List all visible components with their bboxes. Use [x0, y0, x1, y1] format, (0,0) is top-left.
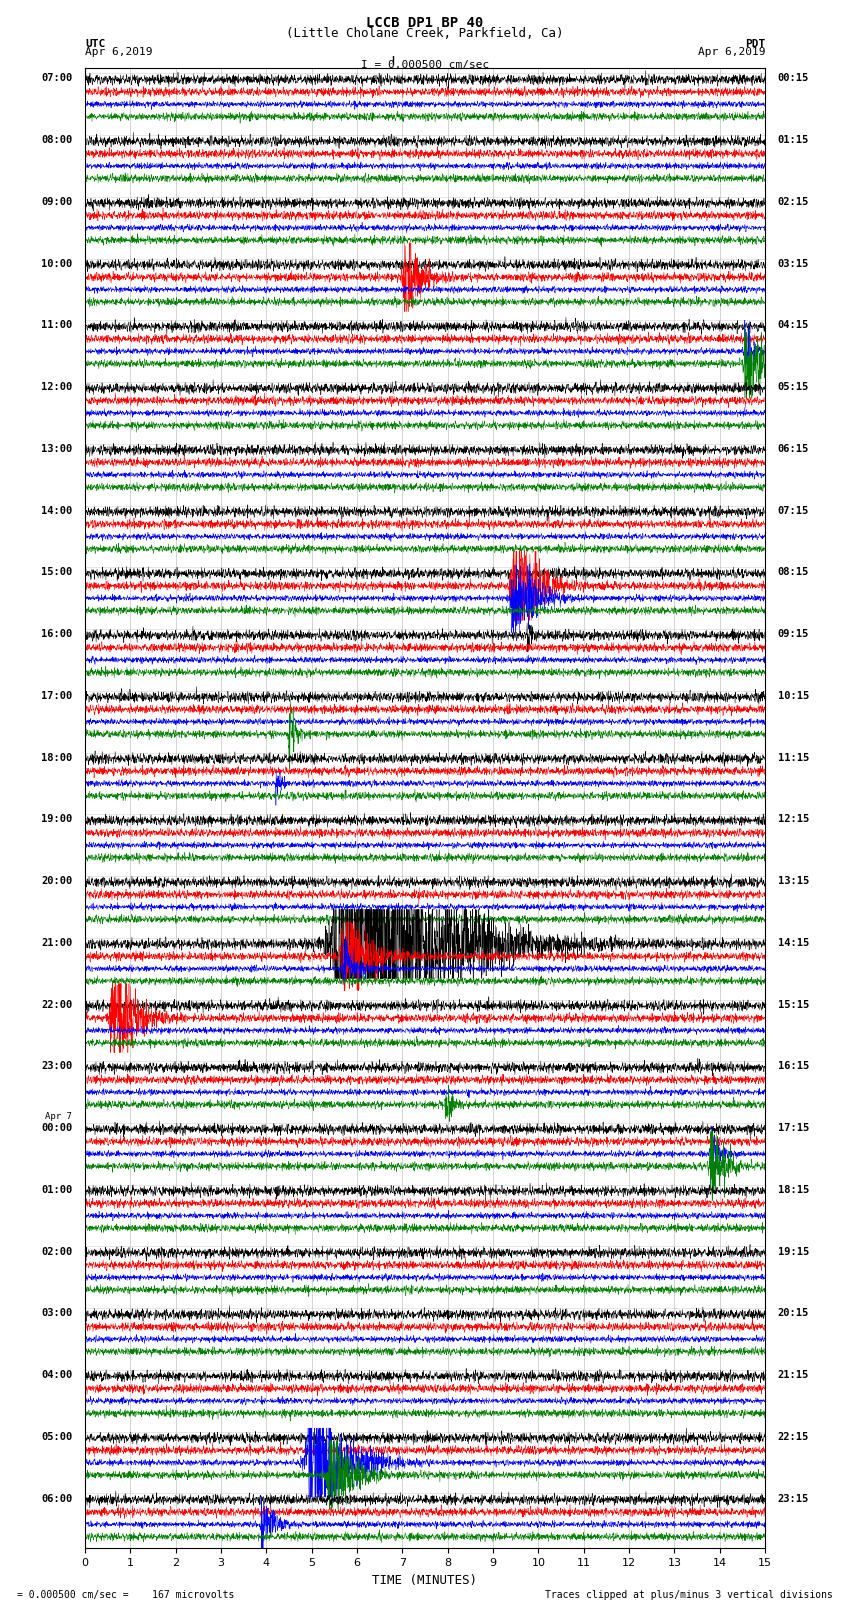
- Text: 20:15: 20:15: [778, 1308, 809, 1318]
- Text: 02:15: 02:15: [778, 197, 809, 206]
- Text: 07:00: 07:00: [41, 74, 72, 84]
- Text: 09:00: 09:00: [41, 197, 72, 206]
- Text: 08:00: 08:00: [41, 135, 72, 145]
- Text: 02:00: 02:00: [41, 1247, 72, 1257]
- Text: 14:15: 14:15: [778, 937, 809, 948]
- Text: Traces clipped at plus/minus 3 vertical divisions: Traces clipped at plus/minus 3 vertical …: [545, 1590, 833, 1600]
- Text: 10:15: 10:15: [778, 690, 809, 702]
- Text: 04:15: 04:15: [778, 321, 809, 331]
- Text: 23:15: 23:15: [778, 1494, 809, 1503]
- Text: 10:00: 10:00: [41, 258, 72, 269]
- Text: 23:00: 23:00: [41, 1061, 72, 1071]
- Text: (Little Cholane Creek, Parkfield, Ca): (Little Cholane Creek, Parkfield, Ca): [286, 27, 564, 40]
- Text: 03:00: 03:00: [41, 1308, 72, 1318]
- Text: 05:00: 05:00: [41, 1432, 72, 1442]
- Text: I = 0.000500 cm/sec: I = 0.000500 cm/sec: [361, 60, 489, 69]
- Text: Apr 7: Apr 7: [45, 1113, 72, 1121]
- Text: UTC: UTC: [85, 39, 105, 48]
- Text: 03:15: 03:15: [778, 258, 809, 269]
- Text: 12:15: 12:15: [778, 815, 809, 824]
- Text: 04:00: 04:00: [41, 1369, 72, 1381]
- Text: Apr 6,2019: Apr 6,2019: [698, 47, 765, 56]
- Text: 18:15: 18:15: [778, 1186, 809, 1195]
- Text: 21:00: 21:00: [41, 937, 72, 948]
- Text: 06:15: 06:15: [778, 444, 809, 453]
- Text: 15:00: 15:00: [41, 568, 72, 577]
- Text: 13:15: 13:15: [778, 876, 809, 886]
- Text: 13:00: 13:00: [41, 444, 72, 453]
- Text: 16:00: 16:00: [41, 629, 72, 639]
- Text: 14:00: 14:00: [41, 505, 72, 516]
- Text: 18:00: 18:00: [41, 753, 72, 763]
- Text: 21:15: 21:15: [778, 1369, 809, 1381]
- Text: 19:15: 19:15: [778, 1247, 809, 1257]
- Text: 22:00: 22:00: [41, 1000, 72, 1010]
- Text: 16:15: 16:15: [778, 1061, 809, 1071]
- Text: 00:00: 00:00: [41, 1123, 72, 1132]
- Text: 11:00: 11:00: [41, 321, 72, 331]
- Text: LCCB DP1 BP 40: LCCB DP1 BP 40: [366, 16, 484, 31]
- Text: 17:15: 17:15: [778, 1123, 809, 1132]
- Text: PDT: PDT: [745, 39, 765, 48]
- Text: 05:15: 05:15: [778, 382, 809, 392]
- X-axis label: TIME (MINUTES): TIME (MINUTES): [372, 1574, 478, 1587]
- Text: 15:15: 15:15: [778, 1000, 809, 1010]
- Text: 17:00: 17:00: [41, 690, 72, 702]
- Text: 22:15: 22:15: [778, 1432, 809, 1442]
- Text: 06:00: 06:00: [41, 1494, 72, 1503]
- Text: 11:15: 11:15: [778, 753, 809, 763]
- Text: 09:15: 09:15: [778, 629, 809, 639]
- Text: 01:15: 01:15: [778, 135, 809, 145]
- Text: 01:00: 01:00: [41, 1186, 72, 1195]
- Text: = 0.000500 cm/sec =    167 microvolts: = 0.000500 cm/sec = 167 microvolts: [17, 1590, 235, 1600]
- Text: Apr 6,2019: Apr 6,2019: [85, 47, 152, 56]
- Text: 08:15: 08:15: [778, 568, 809, 577]
- Text: 07:15: 07:15: [778, 505, 809, 516]
- Text: 00:15: 00:15: [778, 74, 809, 84]
- Text: 20:00: 20:00: [41, 876, 72, 886]
- Text: 19:00: 19:00: [41, 815, 72, 824]
- Text: 12:00: 12:00: [41, 382, 72, 392]
